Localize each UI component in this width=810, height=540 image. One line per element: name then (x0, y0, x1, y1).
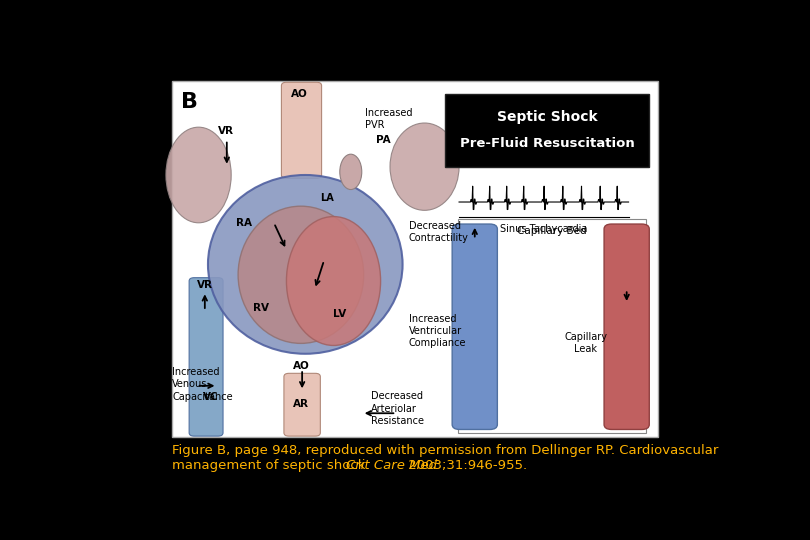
Text: Capillary
Leak: Capillary Leak (565, 332, 608, 354)
Text: Decreased
Contractility: Decreased Contractility (409, 221, 469, 243)
Text: Increased
PVR: Increased PVR (364, 107, 412, 130)
FancyBboxPatch shape (446, 94, 650, 167)
Text: Increased
Ventricular
Compliance: Increased Ventricular Compliance (409, 314, 467, 348)
Ellipse shape (287, 217, 381, 346)
Text: RV: RV (254, 303, 270, 313)
Text: VC: VC (203, 393, 219, 402)
Text: B: B (181, 92, 198, 112)
FancyBboxPatch shape (189, 278, 223, 436)
Text: LA: LA (321, 193, 334, 203)
Ellipse shape (390, 123, 459, 210)
Ellipse shape (339, 154, 362, 190)
FancyBboxPatch shape (458, 219, 646, 433)
Text: Capillary Bed: Capillary Bed (517, 226, 586, 236)
Text: Sinus Tachycardia: Sinus Tachycardia (500, 224, 587, 234)
FancyBboxPatch shape (284, 373, 320, 436)
Text: Pre-Fluid Resuscitation: Pre-Fluid Resuscitation (460, 137, 635, 150)
FancyBboxPatch shape (452, 224, 497, 429)
Text: management of septic shock.: management of septic shock. (172, 459, 373, 472)
Text: Septic Shock: Septic Shock (497, 110, 598, 124)
FancyBboxPatch shape (172, 82, 658, 437)
Text: Crit Care Med: Crit Care Med (346, 459, 437, 472)
Text: Decreased
Arteriolar
Resistance: Decreased Arteriolar Resistance (371, 392, 424, 426)
Text: AO: AO (292, 361, 309, 372)
Text: VR: VR (197, 280, 213, 290)
Text: AR: AR (293, 399, 309, 409)
Text: 2003;31:946-955.: 2003;31:946-955. (404, 459, 527, 472)
Text: VR: VR (218, 126, 233, 136)
Text: Increased
Venous
Capacitance: Increased Venous Capacitance (173, 367, 232, 402)
Text: PA: PA (377, 134, 391, 145)
Text: Figure B, page 948, reproduced with permission from Dellinger RP. Cardiovascular: Figure B, page 948, reproduced with perm… (172, 444, 718, 457)
Ellipse shape (166, 127, 231, 223)
FancyBboxPatch shape (604, 224, 650, 429)
Text: LV: LV (333, 309, 347, 319)
Ellipse shape (208, 175, 403, 354)
Ellipse shape (238, 206, 364, 343)
Text: AO: AO (292, 89, 308, 99)
FancyBboxPatch shape (281, 82, 322, 178)
Text: RA: RA (237, 218, 253, 228)
